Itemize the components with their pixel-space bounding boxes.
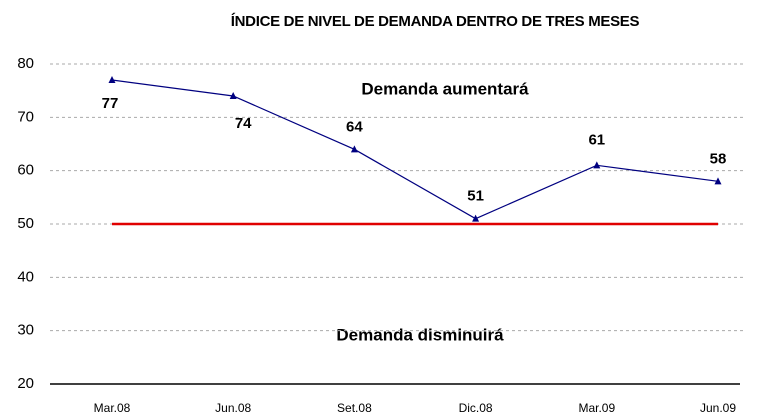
y-tick-label: 80 [17, 55, 34, 72]
y-tick-label: 20 [17, 375, 34, 392]
annotation: Demanda disminuirá [336, 325, 504, 344]
marker [108, 76, 116, 83]
annotation: Demanda aumentará [361, 79, 529, 98]
line [111, 79, 719, 220]
marker [472, 214, 480, 222]
x-tick-label: Jun.08 [215, 401, 251, 415]
data-label: 61 [588, 131, 605, 148]
y-tick-label: 60 [17, 162, 34, 179]
marker [593, 161, 601, 169]
data-label: 74 [235, 115, 252, 132]
x-tick-label: Mar.09 [578, 401, 615, 415]
y-tick-label: 50 [17, 215, 34, 232]
x-tick-label: Mar.08 [94, 401, 131, 415]
y-tick-label: 30 [17, 322, 34, 339]
data-label: 77 [102, 95, 119, 112]
chart-title: ÍNDICE DE NIVEL DE DEMANDA DENTRO DE TRE… [231, 13, 640, 30]
x-tick-label: Jun.09 [700, 401, 736, 415]
data-label: 51 [467, 188, 484, 205]
marker [350, 145, 358, 153]
marker [714, 177, 722, 185]
data-label: 58 [710, 150, 727, 167]
x-tick-label: Dic.08 [459, 401, 493, 415]
y-tick-label: 70 [17, 108, 34, 125]
y-tick-label: 40 [17, 268, 34, 285]
data-label: 64 [346, 118, 363, 135]
x-tick-label: Set.08 [337, 401, 372, 415]
marker [229, 92, 237, 99]
